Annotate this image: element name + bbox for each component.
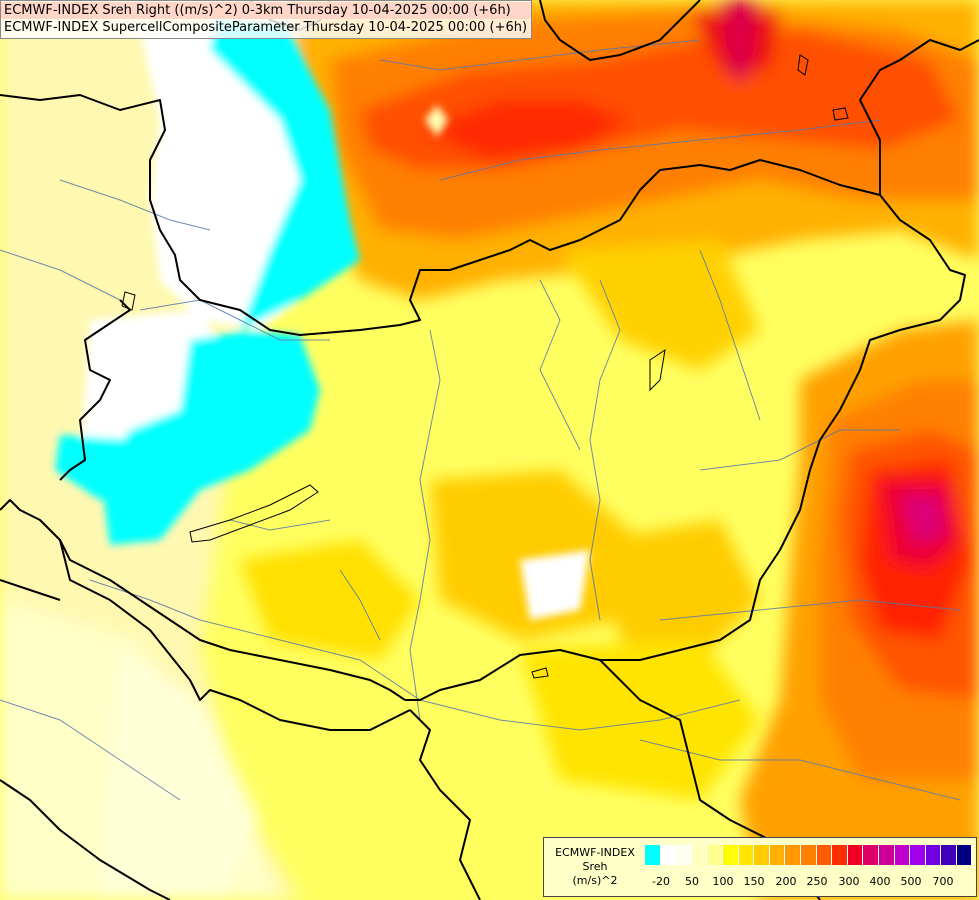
legend-swatch: [878, 845, 895, 865]
legend-swatch: [910, 845, 926, 865]
legend-swatch: [707, 845, 723, 865]
legend-swatch: [738, 845, 755, 865]
legend-swatch: [691, 845, 708, 865]
legend-swatch: [816, 845, 833, 865]
title-sreh: ECMWF-INDEX Sreh Right ((m/s)^2) 0-3km T…: [1, 2, 532, 19]
legend-tick-label: 500: [900, 875, 922, 888]
legend-swatch: [676, 845, 692, 865]
legend-swatch: [847, 845, 864, 865]
legend-tick-label: 250: [806, 875, 828, 888]
legend-tick-label: 200: [775, 875, 797, 888]
legend-tick-label: 50: [685, 875, 699, 888]
legend-tick-label: 300: [838, 875, 860, 888]
legend-swatch: [722, 845, 739, 865]
legend-parameter: Sreh: [582, 860, 608, 873]
legend-tick-label: 400: [869, 875, 891, 888]
rivers: [0, 39, 961, 801]
legend-tick-label: -20: [652, 875, 670, 888]
legend-swatch: [956, 845, 973, 865]
legend-tick-label: 150: [743, 875, 765, 888]
legend-ticks: -20 50 100 150 200 250 300 400 500 700: [645, 875, 975, 889]
legend-swatch: [925, 845, 942, 865]
legend-swatch: [941, 845, 957, 865]
legend-colorbar: [645, 845, 973, 865]
lake-outline: [189, 484, 319, 543]
legend-tick-label: 100: [712, 875, 734, 888]
legend-swatch: [769, 845, 786, 865]
legend-swatch: [894, 845, 911, 865]
field-cyan: [210, 20, 360, 330]
legend-tick-label: 700: [932, 875, 954, 888]
title-supercell: ECMWF-INDEX SupercellCompositeParameter …: [4, 20, 528, 35]
color-legend: ECMWF-INDEX Sreh (m/s)^2 -20 50 100 150 200 2…: [543, 837, 977, 897]
legend-swatch: [645, 845, 661, 865]
legend-swatch: [800, 845, 817, 865]
legend-swatch: [754, 845, 770, 865]
legend-swatch: [660, 845, 677, 865]
legend-source: ECMWF-INDEX: [555, 846, 635, 859]
legend-label: ECMWF-INDEX Sreh (m/s)^2: [550, 846, 640, 888]
legend-unit: (m/s)^2: [572, 874, 618, 887]
legend-swatch: [785, 845, 801, 865]
legend-swatch: [832, 845, 848, 865]
legend-swatch: [863, 845, 879, 865]
map-title-box: ECMWF-INDEX Sreh Right ((m/s)^2) 0-3km T…: [0, 0, 533, 39]
